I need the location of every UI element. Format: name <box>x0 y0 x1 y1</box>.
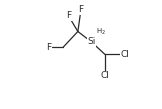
Text: F: F <box>47 43 52 52</box>
Text: F: F <box>78 5 84 14</box>
Text: H$_2$: H$_2$ <box>96 27 106 37</box>
Text: Cl: Cl <box>121 50 130 59</box>
Text: F: F <box>66 11 71 20</box>
Text: Si: Si <box>87 37 96 46</box>
Text: Cl: Cl <box>101 71 110 80</box>
